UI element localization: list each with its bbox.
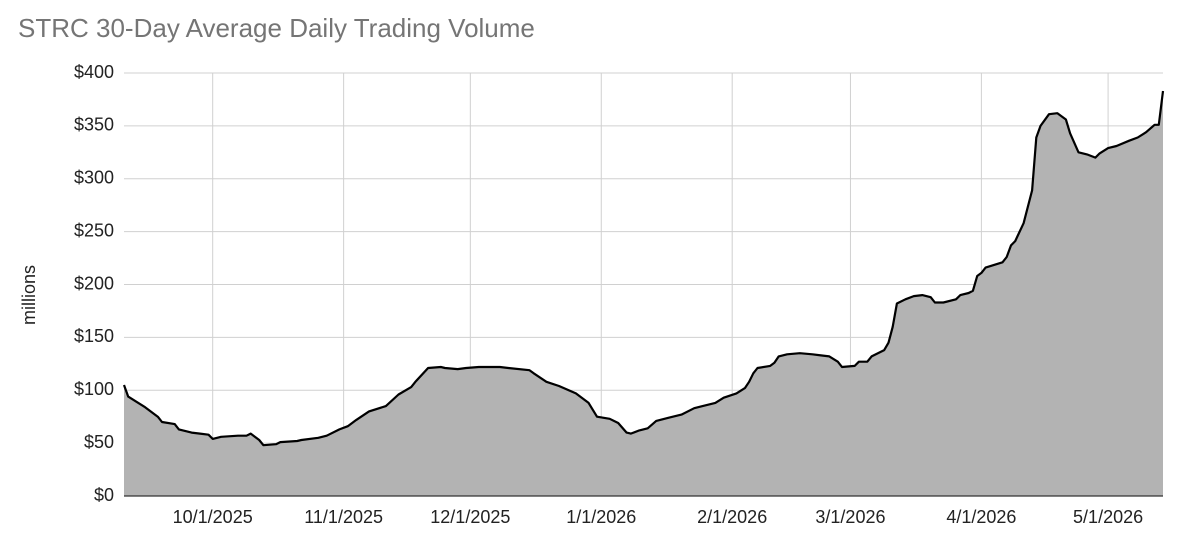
y-tick-label: $400	[74, 62, 114, 82]
y-tick-label: $50	[84, 432, 114, 452]
area-fill	[124, 91, 1163, 496]
x-tick-label: 10/1/2025	[173, 507, 253, 527]
y-axis-label: millions	[19, 265, 39, 325]
area-line	[122, 90, 1165, 447]
y-tick-label: $150	[74, 326, 114, 346]
x-tick-label: 5/1/2026	[1073, 507, 1143, 527]
y-tick-label: $200	[74, 273, 114, 293]
x-tick-label: 4/1/2026	[946, 507, 1016, 527]
y-tick-label: $100	[74, 379, 114, 399]
y-tick-label: $0	[94, 485, 114, 505]
y-tick-label: $250	[74, 220, 114, 240]
x-tick-label: 12/1/2025	[430, 507, 510, 527]
chart-title: STRC 30-Day Average Daily Trading Volume	[18, 13, 535, 43]
x-tick-label: 1/1/2026	[566, 507, 636, 527]
y-tick-label: $300	[74, 168, 114, 188]
x-tick-label: 3/1/2026	[815, 507, 885, 527]
x-tick-label: 2/1/2026	[697, 507, 767, 527]
x-tick-label: 11/1/2025	[304, 507, 383, 527]
y-tick-label: $350	[74, 115, 114, 135]
